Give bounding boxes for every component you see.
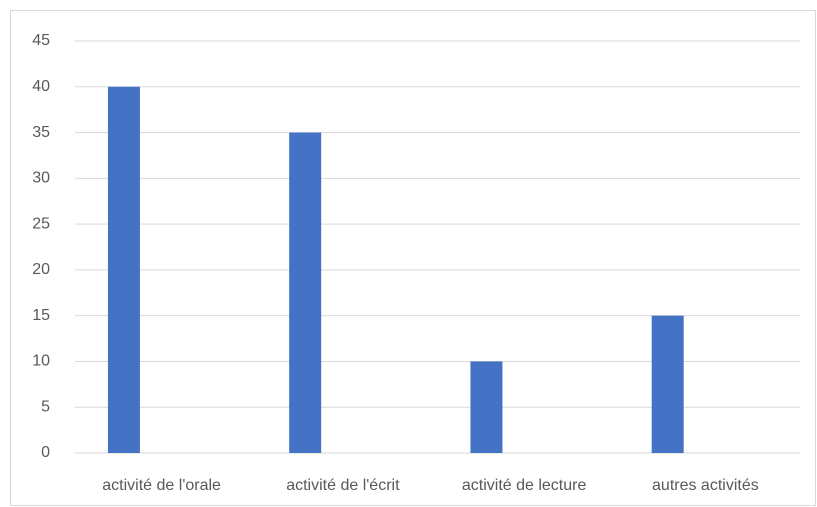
bar (107, 86, 140, 454)
y-tick-label: 45 (32, 32, 50, 49)
y-tick-label: 25 (32, 215, 50, 232)
y-tick-label: 20 (32, 261, 50, 278)
bar (470, 361, 503, 453)
x-tick-label: activité de l'écrit (286, 477, 400, 494)
y-tick-label: 5 (41, 398, 50, 415)
bar (651, 315, 684, 453)
bar (289, 132, 322, 454)
x-tick-label: activité de l'orale (102, 477, 221, 494)
y-tick-label: 35 (32, 124, 50, 141)
y-tick-label: 0 (41, 444, 50, 461)
x-tick-label: activité de lecture (462, 477, 587, 494)
y-tick-label: 40 (32, 78, 50, 95)
y-tick-label: 10 (32, 353, 50, 370)
x-tick-label: autres activités (652, 477, 759, 494)
y-tick-label: 30 (32, 170, 50, 187)
y-tick-label: 15 (32, 307, 50, 324)
